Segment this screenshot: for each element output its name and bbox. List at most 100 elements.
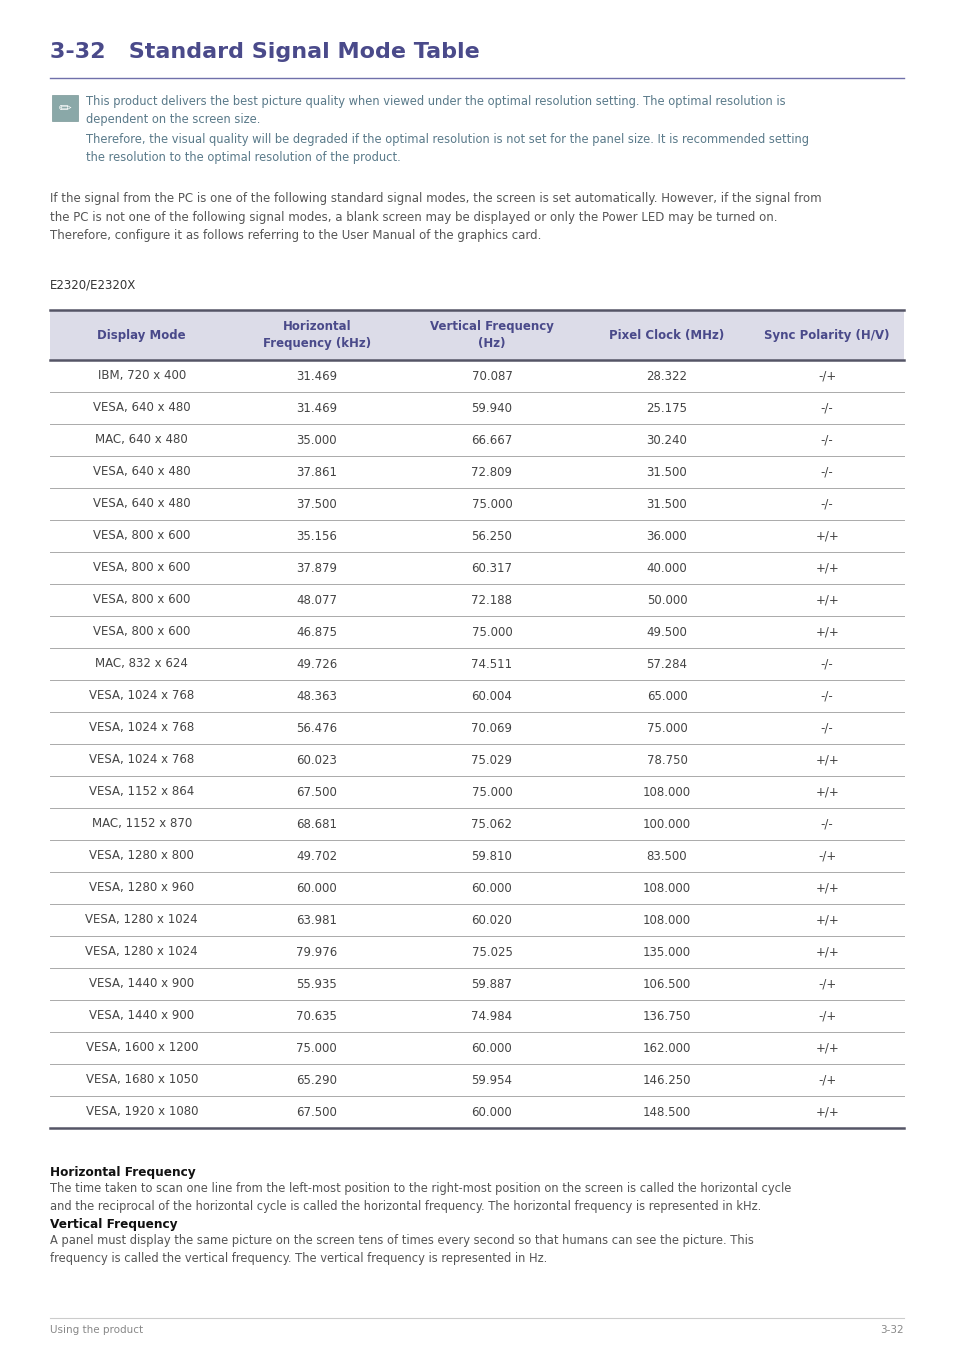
Text: Display Mode: Display Mode — [97, 328, 186, 342]
Text: 31.469: 31.469 — [296, 370, 337, 382]
Text: VESA, 1280 x 960: VESA, 1280 x 960 — [90, 882, 194, 895]
Text: 70.635: 70.635 — [296, 1010, 337, 1022]
Text: VESA, 1280 x 1024: VESA, 1280 x 1024 — [86, 945, 198, 958]
Text: If the signal from the PC is one of the following standard signal modes, the scr: If the signal from the PC is one of the … — [50, 192, 821, 242]
Text: 31.500: 31.500 — [646, 466, 687, 478]
Text: 59.887: 59.887 — [471, 977, 512, 991]
Text: -/-: -/- — [820, 657, 833, 671]
Text: MAC, 1152 x 870: MAC, 1152 x 870 — [91, 818, 192, 830]
Text: 3-32   Standard Signal Mode Table: 3-32 Standard Signal Mode Table — [50, 42, 479, 62]
Text: VESA, 640 x 480: VESA, 640 x 480 — [92, 466, 191, 478]
Text: 37.879: 37.879 — [296, 562, 337, 575]
Text: 49.500: 49.500 — [646, 625, 687, 639]
Text: 79.976: 79.976 — [296, 945, 337, 958]
Text: 65.000: 65.000 — [646, 690, 687, 702]
Text: 48.363: 48.363 — [296, 690, 337, 702]
Text: 136.750: 136.750 — [642, 1010, 691, 1022]
Text: +/+: +/+ — [815, 1041, 838, 1054]
Bar — [50, 310, 903, 360]
Text: +/+: +/+ — [815, 914, 838, 926]
Text: 60.000: 60.000 — [471, 882, 512, 895]
Text: E2320/E2320X: E2320/E2320X — [50, 278, 136, 292]
Text: 75.000: 75.000 — [471, 625, 512, 639]
Text: VESA, 640 x 480: VESA, 640 x 480 — [92, 498, 191, 510]
Text: 72.188: 72.188 — [471, 594, 512, 606]
Text: 60.000: 60.000 — [471, 1041, 512, 1054]
Text: +/+: +/+ — [815, 625, 838, 639]
Text: 59.810: 59.810 — [471, 849, 512, 863]
Text: This product delivers the best picture quality when viewed under the optimal res: This product delivers the best picture q… — [86, 95, 785, 126]
Text: MAC, 832 x 624: MAC, 832 x 624 — [95, 657, 188, 671]
Text: +/+: +/+ — [815, 753, 838, 767]
Text: Sync Polarity (H/V): Sync Polarity (H/V) — [763, 328, 889, 342]
Text: VESA, 1024 x 768: VESA, 1024 x 768 — [89, 721, 194, 734]
Text: 48.077: 48.077 — [296, 594, 337, 606]
Text: 108.000: 108.000 — [642, 914, 690, 926]
Text: 60.004: 60.004 — [471, 690, 512, 702]
Text: 36.000: 36.000 — [646, 529, 687, 543]
Text: 83.500: 83.500 — [646, 849, 686, 863]
Text: ✏: ✏ — [58, 100, 71, 116]
Text: 37.500: 37.500 — [296, 498, 337, 510]
Text: Vertical Frequency: Vertical Frequency — [50, 1218, 177, 1231]
Text: 60.020: 60.020 — [471, 914, 512, 926]
Text: 49.702: 49.702 — [296, 849, 337, 863]
Text: -/-: -/- — [820, 818, 833, 830]
Text: 67.500: 67.500 — [296, 1106, 337, 1119]
Text: 66.667: 66.667 — [471, 433, 512, 447]
Text: 75.029: 75.029 — [471, 753, 512, 767]
Text: VESA, 1152 x 864: VESA, 1152 x 864 — [89, 786, 194, 798]
Text: 67.500: 67.500 — [296, 786, 337, 798]
Text: 60.023: 60.023 — [296, 753, 337, 767]
Text: Horizontal Frequency: Horizontal Frequency — [50, 1166, 195, 1179]
Text: A panel must display the same picture on the screen tens of times every second s: A panel must display the same picture on… — [50, 1234, 753, 1265]
Text: 60.000: 60.000 — [471, 1106, 512, 1119]
Text: +/+: +/+ — [815, 945, 838, 958]
Text: +/+: +/+ — [815, 1106, 838, 1119]
Text: Horizontal
Frequency (kHz): Horizontal Frequency (kHz) — [262, 320, 371, 350]
Text: VESA, 1440 x 900: VESA, 1440 x 900 — [90, 1010, 194, 1022]
Text: VESA, 1440 x 900: VESA, 1440 x 900 — [90, 977, 194, 991]
Text: VESA, 800 x 600: VESA, 800 x 600 — [93, 594, 191, 606]
Text: 108.000: 108.000 — [642, 882, 690, 895]
Text: 40.000: 40.000 — [646, 562, 687, 575]
Text: VESA, 1280 x 800: VESA, 1280 x 800 — [90, 849, 194, 863]
Text: 148.500: 148.500 — [642, 1106, 690, 1119]
Text: 30.240: 30.240 — [646, 433, 687, 447]
Text: 35.156: 35.156 — [296, 529, 337, 543]
Text: 60.317: 60.317 — [471, 562, 512, 575]
Text: +/+: +/+ — [815, 786, 838, 798]
Text: MAC, 640 x 480: MAC, 640 x 480 — [95, 433, 188, 447]
Text: -/-: -/- — [820, 721, 833, 734]
Text: VESA, 1680 x 1050: VESA, 1680 x 1050 — [86, 1073, 198, 1087]
Text: 35.000: 35.000 — [296, 433, 336, 447]
Text: 31.500: 31.500 — [646, 498, 687, 510]
Text: 162.000: 162.000 — [642, 1041, 691, 1054]
Text: Using the product: Using the product — [50, 1324, 143, 1335]
Text: 57.284: 57.284 — [646, 657, 687, 671]
Text: 75.000: 75.000 — [471, 786, 512, 798]
Text: 100.000: 100.000 — [642, 818, 690, 830]
Text: -/-: -/- — [820, 498, 833, 510]
Text: VESA, 800 x 600: VESA, 800 x 600 — [93, 529, 191, 543]
Text: VESA, 1280 x 1024: VESA, 1280 x 1024 — [86, 914, 198, 926]
Text: 46.875: 46.875 — [296, 625, 337, 639]
Text: 56.476: 56.476 — [296, 721, 337, 734]
Text: 74.984: 74.984 — [471, 1010, 512, 1022]
Text: VESA, 640 x 480: VESA, 640 x 480 — [92, 401, 191, 414]
Text: -/+: -/+ — [817, 1073, 836, 1087]
Text: 37.861: 37.861 — [296, 466, 337, 478]
Text: VESA, 1920 x 1080: VESA, 1920 x 1080 — [86, 1106, 198, 1119]
Text: -/+: -/+ — [817, 977, 836, 991]
Text: VESA, 800 x 600: VESA, 800 x 600 — [93, 625, 191, 639]
Text: 31.469: 31.469 — [296, 401, 337, 414]
Text: 70.069: 70.069 — [471, 721, 512, 734]
Text: 68.681: 68.681 — [296, 818, 337, 830]
Text: IBM, 720 x 400: IBM, 720 x 400 — [97, 370, 186, 382]
Text: 135.000: 135.000 — [642, 945, 690, 958]
Text: 75.062: 75.062 — [471, 818, 512, 830]
Text: 72.809: 72.809 — [471, 466, 512, 478]
Text: +/+: +/+ — [815, 529, 838, 543]
Text: -/-: -/- — [820, 433, 833, 447]
Text: 25.175: 25.175 — [646, 401, 687, 414]
